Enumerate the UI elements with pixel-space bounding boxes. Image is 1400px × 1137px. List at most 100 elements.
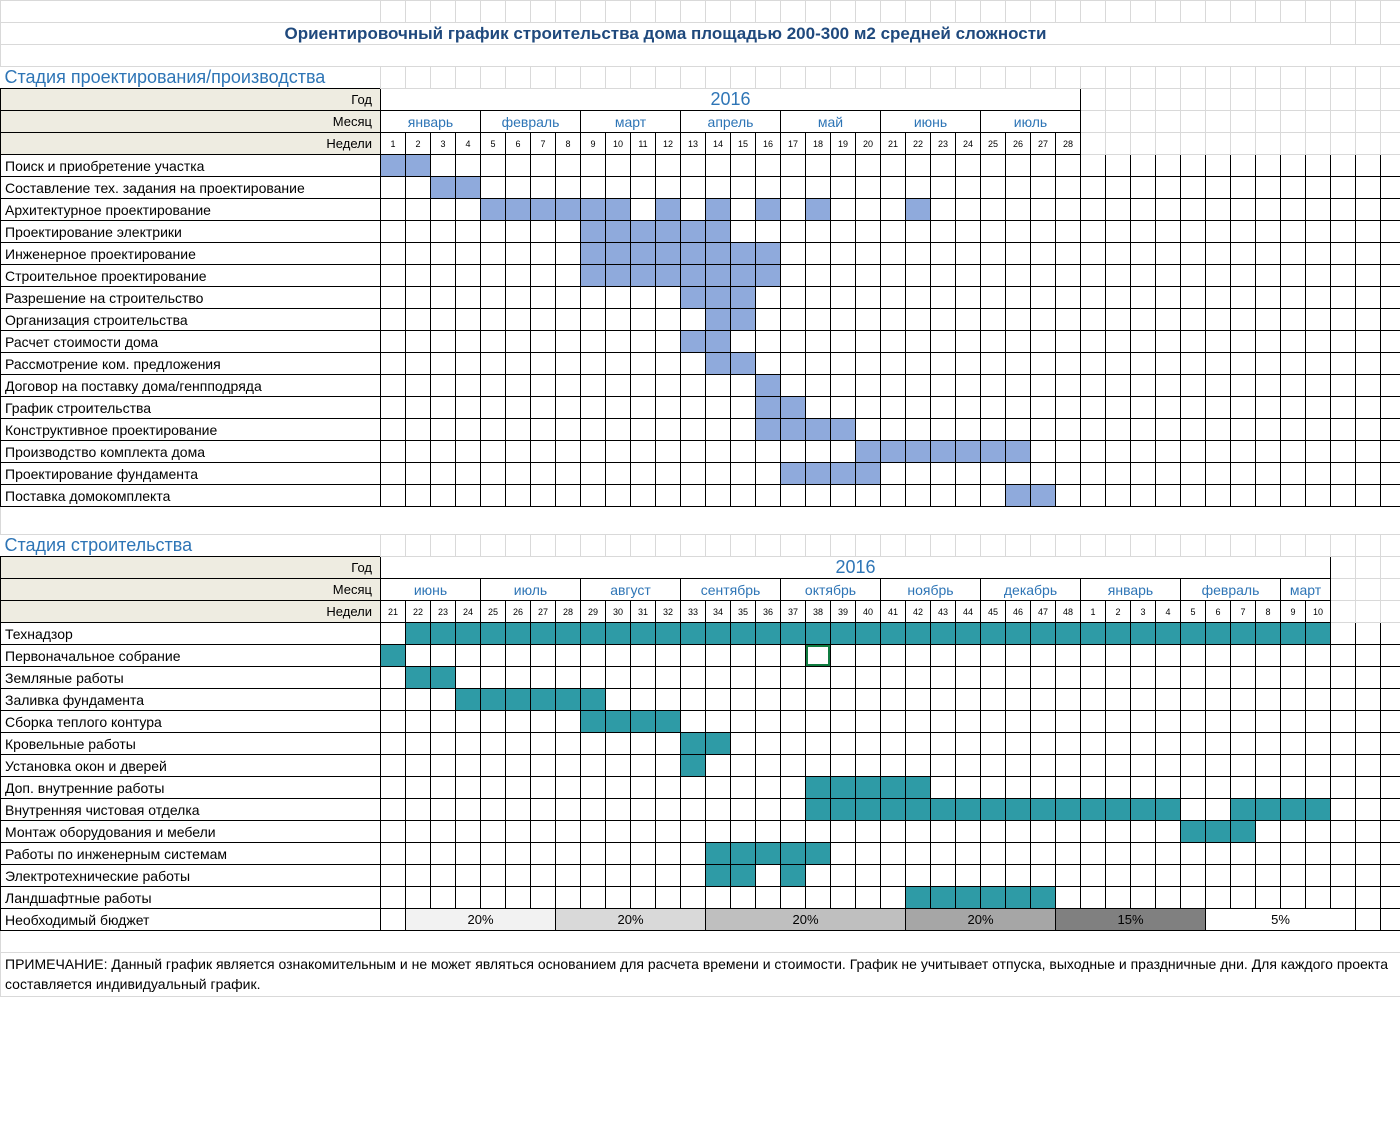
week-number: 31	[631, 601, 656, 623]
gantt-cell	[906, 799, 931, 821]
gantt-cell	[856, 865, 881, 887]
gantt-cell	[381, 689, 406, 711]
gantt-cell	[381, 221, 406, 243]
gantt-cell	[1156, 689, 1181, 711]
gantt-cell	[956, 177, 981, 199]
gantt-cell	[506, 777, 531, 799]
task-label: Строительное проектирование	[1, 265, 381, 287]
gantt-cell	[781, 441, 806, 463]
gantt-cell	[681, 689, 706, 711]
gantt-cell	[1106, 821, 1131, 843]
gantt-cell	[606, 397, 631, 419]
gantt-cell	[1056, 711, 1081, 733]
gantt-cell	[756, 155, 781, 177]
gantt-cell	[1156, 777, 1181, 799]
gantt-cell	[406, 243, 431, 265]
gantt-cell	[656, 799, 681, 821]
gantt-cell	[406, 287, 431, 309]
gantt-cell	[606, 309, 631, 331]
gantt-cell	[1081, 645, 1106, 667]
gantt-cell	[906, 463, 931, 485]
gantt-cell	[506, 331, 531, 353]
gantt-cell	[1006, 711, 1031, 733]
gantt-cell	[1306, 645, 1331, 667]
gantt-cell	[406, 799, 431, 821]
gantt-cell	[456, 689, 481, 711]
gantt-cell	[581, 375, 606, 397]
gantt-cell	[1031, 353, 1056, 375]
gantt-cell	[406, 331, 431, 353]
gantt-cell	[1231, 755, 1256, 777]
gantt-cell	[981, 821, 1006, 843]
gantt-cell	[1306, 799, 1331, 821]
year-value: 2016	[381, 557, 1331, 579]
gantt-cell	[1256, 645, 1281, 667]
week-number: 26	[1006, 133, 1031, 155]
gantt-cell	[756, 645, 781, 667]
gantt-cell	[1006, 419, 1031, 441]
gantt-cell	[956, 667, 981, 689]
gantt-cell	[1256, 887, 1281, 909]
gantt-cell	[1031, 221, 1056, 243]
gantt-cell	[756, 777, 781, 799]
gantt-cell	[1281, 711, 1306, 733]
month-cell: июль	[481, 579, 581, 601]
gantt-cell	[481, 287, 506, 309]
task-label: Электротехнические работы	[1, 865, 381, 887]
gantt-cell	[756, 799, 781, 821]
gantt-cell	[1006, 623, 1031, 645]
gantt-cell	[381, 419, 406, 441]
gantt-cell	[1006, 755, 1031, 777]
gantt-cell	[756, 755, 781, 777]
gantt-cell	[706, 689, 731, 711]
gantt-cell	[931, 645, 956, 667]
gantt-cell	[881, 375, 906, 397]
gantt-cell	[1281, 821, 1306, 843]
month-cell: март	[581, 111, 681, 133]
gantt-cell	[881, 865, 906, 887]
gantt-cell	[731, 689, 756, 711]
week-number: 3	[1131, 601, 1156, 623]
week-label: Недели	[1, 601, 381, 623]
gantt-cell	[481, 711, 506, 733]
gantt-cell	[1256, 711, 1281, 733]
gantt-cell	[606, 623, 631, 645]
gantt-cell	[1006, 199, 1031, 221]
gantt-cell	[1056, 623, 1081, 645]
gantt-cell	[881, 623, 906, 645]
week-number: 32	[656, 601, 681, 623]
week-number: 30	[606, 601, 631, 623]
week-number: 42	[906, 601, 931, 623]
gantt-cell	[1056, 887, 1081, 909]
gantt-cell	[756, 463, 781, 485]
gantt-cell	[481, 353, 506, 375]
gantt-cell	[1056, 777, 1081, 799]
task-label: Поставка домокомплекта	[1, 485, 381, 507]
gantt-cell	[1006, 441, 1031, 463]
gantt-cell	[756, 331, 781, 353]
gantt-cell	[1056, 645, 1081, 667]
gantt-cell	[656, 199, 681, 221]
gantt-cell	[631, 777, 656, 799]
gantt-cell	[581, 865, 606, 887]
gantt-cell	[1206, 667, 1231, 689]
month-cell: февраль	[481, 111, 581, 133]
gantt-cell	[581, 667, 606, 689]
gantt-cell	[531, 331, 556, 353]
gantt-cell	[956, 711, 981, 733]
gantt-cell	[1006, 799, 1031, 821]
gantt-cell	[931, 243, 956, 265]
gantt-cell	[581, 397, 606, 419]
gantt-cell	[881, 331, 906, 353]
gantt-cell	[1006, 287, 1031, 309]
gantt-cell	[581, 155, 606, 177]
gantt-cell	[931, 755, 956, 777]
gantt-cell	[731, 221, 756, 243]
gantt-cell	[856, 353, 881, 375]
gantt-cell	[1106, 667, 1131, 689]
gantt-cell	[831, 177, 856, 199]
week-number: 5	[1181, 601, 1206, 623]
week-number: 28	[556, 601, 581, 623]
gantt-cell	[406, 177, 431, 199]
gantt-cell	[1131, 689, 1156, 711]
